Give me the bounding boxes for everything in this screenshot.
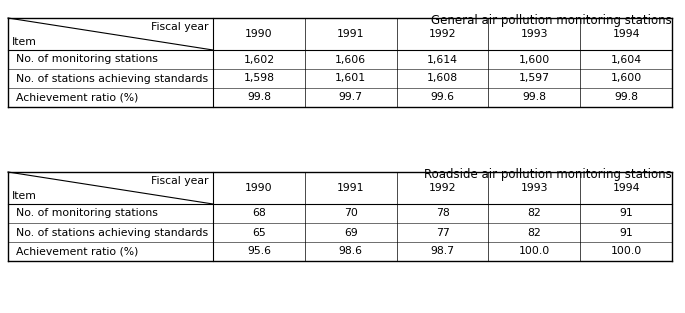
Text: No. of monitoring stations: No. of monitoring stations: [16, 54, 158, 64]
Text: 91: 91: [619, 228, 633, 238]
Text: 1994: 1994: [612, 183, 640, 193]
Text: 95.6: 95.6: [247, 247, 271, 256]
Text: 1,606: 1,606: [335, 54, 366, 64]
Text: 99.6: 99.6: [430, 93, 455, 102]
Text: 1991: 1991: [337, 29, 364, 39]
Text: Achievement ratio (%): Achievement ratio (%): [16, 247, 138, 256]
Text: General air pollution monitoring stations: General air pollution monitoring station…: [432, 14, 672, 27]
Text: 1993: 1993: [521, 29, 548, 39]
Text: 98.6: 98.6: [338, 247, 362, 256]
Text: 1,604: 1,604: [610, 54, 642, 64]
Text: 1,597: 1,597: [519, 74, 550, 84]
Text: 1991: 1991: [337, 183, 364, 193]
Text: Achievement ratio (%): Achievement ratio (%): [16, 93, 138, 102]
Text: 1,608: 1,608: [427, 74, 458, 84]
Text: 99.8: 99.8: [247, 93, 271, 102]
Text: 1,600: 1,600: [519, 54, 550, 64]
Text: 91: 91: [619, 208, 633, 218]
Text: 1990: 1990: [245, 29, 273, 39]
Text: 82: 82: [527, 208, 541, 218]
Text: 82: 82: [527, 228, 541, 238]
Text: Item: Item: [12, 37, 37, 47]
Text: No. of stations achieving standards: No. of stations achieving standards: [16, 228, 208, 238]
Text: 70: 70: [344, 208, 358, 218]
Text: 77: 77: [436, 228, 449, 238]
Text: 1993: 1993: [521, 183, 548, 193]
Text: 1,600: 1,600: [610, 74, 642, 84]
Text: 99.8: 99.8: [522, 93, 547, 102]
Text: 99.7: 99.7: [338, 93, 362, 102]
Text: 1,614: 1,614: [427, 54, 458, 64]
Text: Fiscal year: Fiscal year: [151, 176, 209, 186]
Text: 1992: 1992: [429, 29, 456, 39]
Text: No. of monitoring stations: No. of monitoring stations: [16, 208, 158, 218]
Text: 98.7: 98.7: [430, 247, 455, 256]
Text: Fiscal year: Fiscal year: [151, 22, 209, 32]
Text: Item: Item: [12, 191, 37, 201]
Text: 1,601: 1,601: [335, 74, 366, 84]
Text: 100.0: 100.0: [519, 247, 550, 256]
Text: No. of stations achieving standards: No. of stations achieving standards: [16, 74, 208, 84]
Text: 1990: 1990: [245, 183, 273, 193]
Text: 65: 65: [252, 228, 266, 238]
Text: 1994: 1994: [612, 29, 640, 39]
Text: 68: 68: [252, 208, 266, 218]
Text: 99.8: 99.8: [614, 93, 638, 102]
Text: 1,602: 1,602: [243, 54, 275, 64]
Text: 1,598: 1,598: [243, 74, 275, 84]
Text: 69: 69: [344, 228, 358, 238]
Text: 78: 78: [436, 208, 449, 218]
Text: 100.0: 100.0: [610, 247, 642, 256]
Text: Roadside air pollution monitoring stations: Roadside air pollution monitoring statio…: [424, 168, 672, 181]
Text: 1992: 1992: [429, 183, 456, 193]
